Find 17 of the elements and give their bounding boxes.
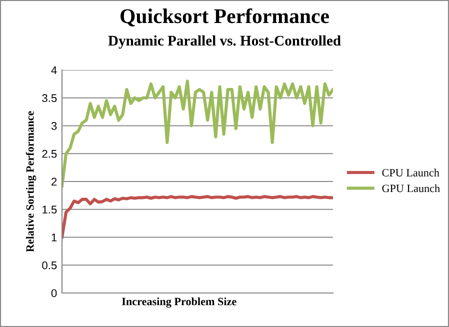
line-series [62, 80, 333, 188]
y-tick-label: 2.5 [42, 150, 57, 158]
y-tick-label: 2 [52, 178, 57, 186]
chart-subtitle: Dynamic Parallel vs. Host-Controlled [108, 35, 341, 49]
y-tick-label: 3 [51, 122, 57, 130]
legend-label: CPU Launch [382, 168, 440, 176]
y-tick-label: 0.5 [42, 261, 57, 270]
y-tick-label: 0 [51, 289, 57, 298]
y-tick-label: 4 [51, 66, 57, 74]
y-tick-label: 3.5 [42, 94, 57, 102]
y-tick-label: 1 [52, 234, 57, 242]
y-axis-title: Relative Sorting Performance [26, 111, 36, 252]
x-axis-title: Increasing Problem Size [122, 297, 236, 308]
line-series [62, 195, 333, 239]
chart-title: Quicksort Performance [120, 8, 329, 26]
y-tick-label: 1.5 [42, 206, 57, 214]
legend-label: GPU Launch [382, 184, 440, 192]
